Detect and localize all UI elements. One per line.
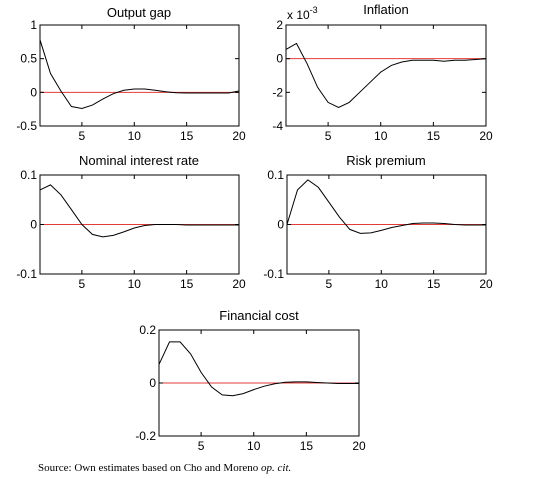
panel-title: Output gap bbox=[107, 5, 171, 20]
x-tick-label: 20 bbox=[232, 129, 246, 143]
y-tick-label: 0 bbox=[30, 218, 37, 232]
y-tick-label: -4 bbox=[272, 119, 283, 133]
panel-risk-premium: Risk premium 5 10 15 20 -0.1 0 0.1 bbox=[263, 153, 493, 291]
x-tick-label: 15 bbox=[180, 277, 194, 291]
y-tick-label: -0.1 bbox=[16, 267, 37, 281]
y-tick-label: -2 bbox=[272, 85, 283, 99]
x-tick-label: 10 bbox=[375, 277, 389, 291]
panel-inflation: Inflation x 10-3 5 10 15 20 -4 -2 0 2 bbox=[272, 2, 493, 143]
x-tick-label: 10 bbox=[374, 129, 388, 143]
x-tick-label: 20 bbox=[352, 439, 366, 453]
x-tick-label: 20 bbox=[479, 277, 493, 291]
y-tick-label: 2 bbox=[276, 18, 283, 32]
scale-exponent: -3 bbox=[310, 5, 318, 15]
x-tick-label: 15 bbox=[300, 439, 314, 453]
y-tick-label: -0.5 bbox=[16, 119, 37, 133]
y-tick-label: 0 bbox=[149, 376, 156, 390]
panel-financial-cost: Financial cost 5 10 15 20 -0.2 0 0.2 bbox=[135, 308, 366, 453]
x-tick-label: 20 bbox=[479, 129, 493, 143]
y-tick-label: 0 bbox=[277, 218, 284, 232]
x-tick-label: 10 bbox=[128, 277, 142, 291]
source-note: Source: Own estimates based on Cho and M… bbox=[38, 462, 291, 474]
x-tick-label: 15 bbox=[427, 129, 441, 143]
plot-frame bbox=[285, 24, 487, 127]
scale-label: x 10-3 bbox=[287, 5, 318, 22]
y-tick-label: 0.1 bbox=[20, 168, 37, 182]
x-tick-label: 5 bbox=[198, 439, 205, 453]
response-line bbox=[285, 42, 487, 109]
y-tick-label: -0.2 bbox=[135, 429, 156, 443]
y-tick-label: -0.1 bbox=[263, 267, 284, 281]
panel-nominal-interest-rate: Nominal interest rate 5 10 15 20 -0.1 0 0.1 bbox=[16, 153, 246, 291]
panel-title: Nominal interest rate bbox=[79, 153, 199, 168]
y-tick-label: 1 bbox=[30, 18, 37, 32]
panel-title: Financial cost bbox=[219, 308, 299, 323]
response-line bbox=[39, 184, 239, 238]
panel-title: Risk premium bbox=[346, 153, 425, 168]
x-tick-label: 10 bbox=[128, 129, 142, 143]
x-tick-label: 10 bbox=[247, 439, 261, 453]
response-line bbox=[39, 39, 240, 110]
response-line bbox=[286, 179, 486, 234]
y-tick-label: 0.2 bbox=[139, 323, 156, 337]
plot-frame bbox=[39, 24, 240, 127]
panel-output-gap: Output gap 5 10 15 20 -0.5 0 0.5 1 bbox=[16, 5, 246, 143]
x-tick-label: 20 bbox=[232, 277, 246, 291]
x-tick-label: 5 bbox=[79, 129, 86, 143]
x-tick-label: 15 bbox=[180, 129, 194, 143]
y-tick-label: 0.1 bbox=[267, 168, 284, 182]
x-tick-label: 5 bbox=[326, 277, 333, 291]
y-tick-label: 0.5 bbox=[20, 52, 37, 66]
x-tick-label: 5 bbox=[325, 129, 332, 143]
x-tick-label: 5 bbox=[79, 277, 86, 291]
y-tick-label: 0 bbox=[30, 85, 37, 99]
panel-title: Inflation bbox=[363, 2, 409, 17]
y-tick-label: 0 bbox=[276, 52, 283, 66]
x-tick-label: 15 bbox=[427, 277, 441, 291]
response-line bbox=[158, 341, 359, 397]
